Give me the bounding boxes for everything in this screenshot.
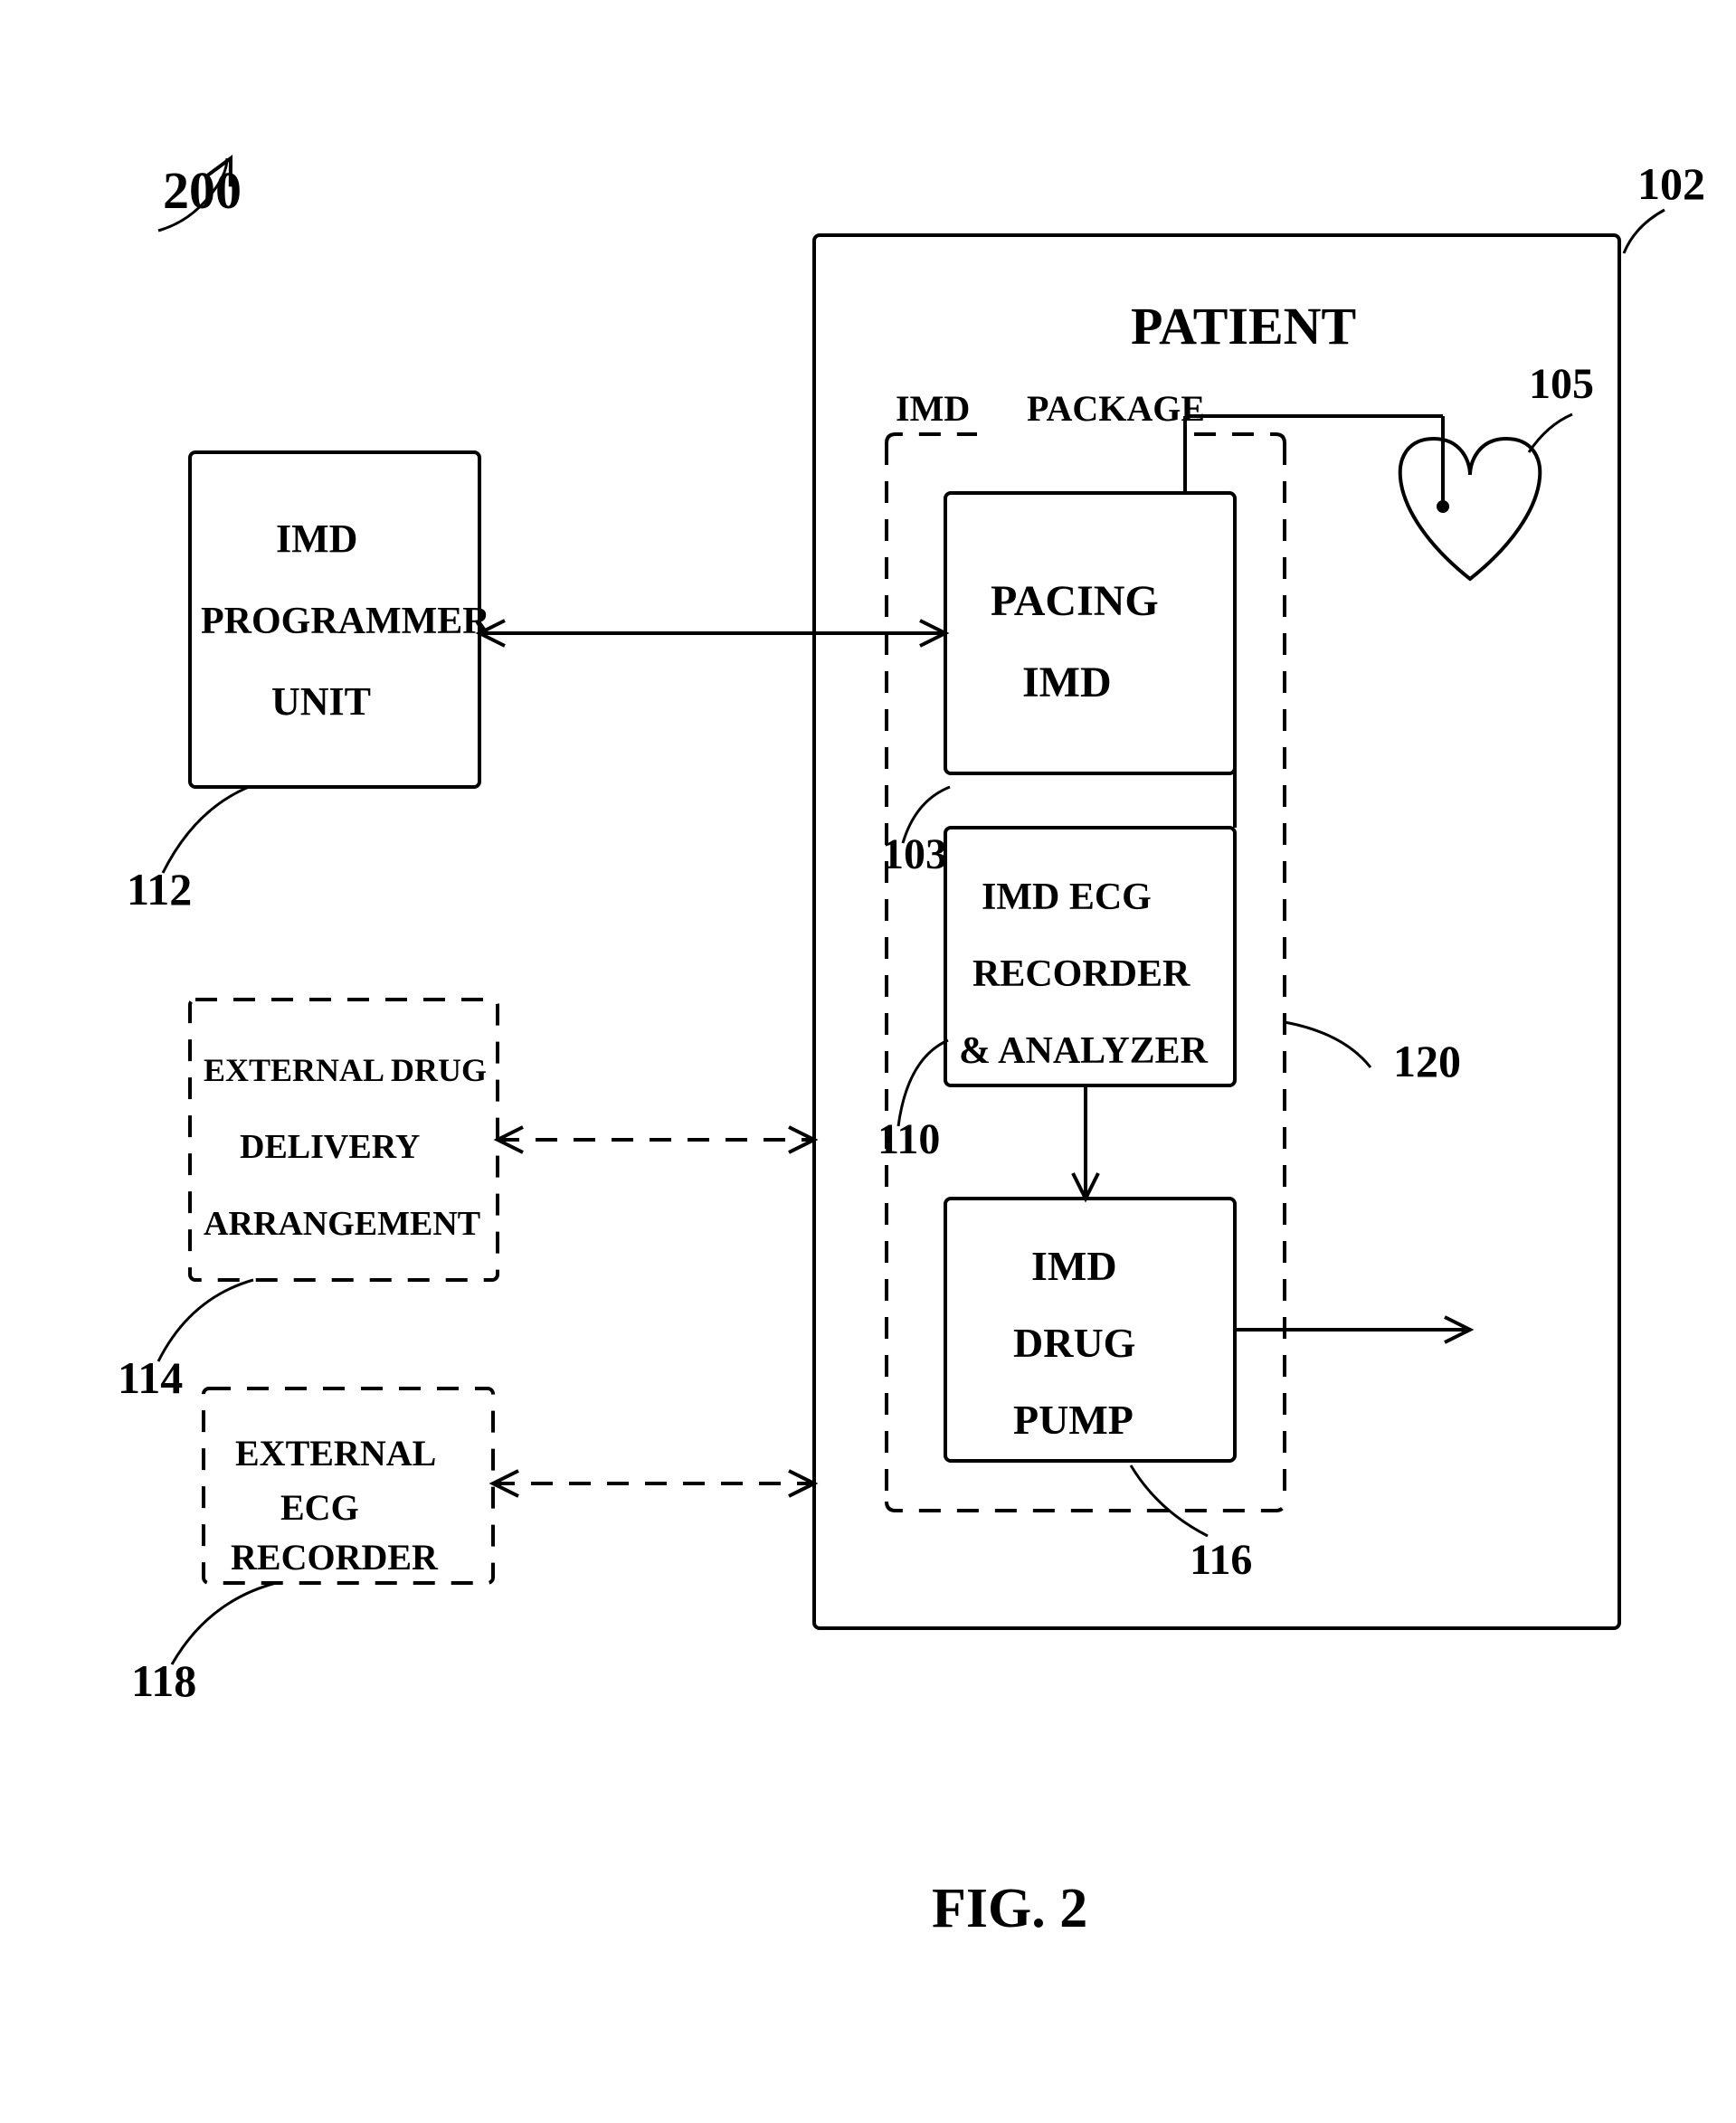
imd-package-ref: 120 [1393,1036,1461,1086]
pacing-imd-line-1: IMD [1022,659,1112,706]
patient-ref: 102 [1637,158,1705,209]
imd-package-label-pre: IMD [896,388,970,429]
ext-ecg-line-2: RECORDER [231,1537,439,1578]
imd-package-top-right [1194,434,1285,443]
lead-114 [158,1280,253,1361]
ecg-analyzer-line-2: & ANALYZER [959,1030,1209,1072]
lead-118 [172,1583,276,1664]
programmer-line-1: PROGRAMMER [201,601,490,642]
programmer-ref: 112 [127,864,192,915]
programmer-line-2: UNIT [271,679,371,724]
lead-112 [163,787,249,873]
lead-102 [1624,210,1665,253]
imd-package-bottom [887,1502,1285,1511]
lead-116 [1131,1465,1208,1536]
patient-box [814,235,1619,1628]
ext-ecg-ref: 118 [131,1655,196,1706]
pacing-imd-line-0: PACING [991,577,1159,625]
lead-110 [898,1040,948,1126]
heart-icon [1400,439,1541,579]
ext-ecg-line-0: EXTERNAL [235,1433,436,1474]
ecg-analyzer-line-0: IMD ECG [982,877,1152,918]
ext-drug-ref: 114 [118,1352,183,1403]
drug-pump-line-1: DRUG [1013,1320,1135,1366]
ecg-analyzer-ref: 110 [877,1115,940,1163]
ext-drug-line-2: ARRANGEMENT [204,1205,480,1243]
figure-label: FIG. 2 [932,1878,1087,1939]
diagram-canvas: PATIENT 102 IMD PACKAGE 120 PACING IMD 103 IMD E… [0,0,1736,2123]
ext-drug-line-1: DELIVERY [240,1128,420,1166]
ext-drug-line-0: EXTERNAL DRUG [204,1052,487,1088]
programmer-line-0: IMD [276,517,357,561]
drug-pump-line-0: IMD [1031,1243,1117,1289]
lead-120 [1285,1022,1371,1067]
ext-ecg-line-1: ECG [280,1487,359,1528]
imd-package-top-left [887,434,977,443]
heart-ref: 105 [1529,360,1594,408]
drug-pump-ref: 116 [1190,1536,1252,1584]
patient-label: PATIENT [1131,297,1356,355]
pacing-imd-ref: 103 [882,830,947,878]
heart-lead-dot [1437,500,1449,513]
ecg-analyzer-line-1: RECORDER [972,953,1191,995]
lead-105 [1529,414,1572,452]
imd-package-label-post: PACKAGE [1027,388,1205,429]
drug-pump-line-2: PUMP [1013,1397,1134,1443]
pacing-imd-box [945,493,1235,773]
